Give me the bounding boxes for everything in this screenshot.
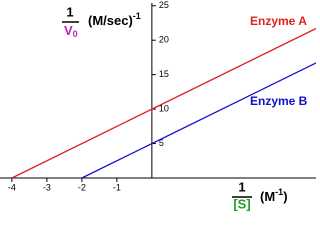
y-tick-label: 15 — [159, 69, 169, 79]
y-label-denominator: V0 — [64, 23, 78, 39]
x-label-unit: (M-1) — [260, 187, 288, 204]
y-tick-label: 25 — [159, 0, 169, 10]
y-tick-label: 20 — [159, 35, 169, 45]
unit: (M — [260, 189, 275, 204]
series-line — [11, 27, 316, 179]
y-label-unit: (M/sec)-1 — [88, 11, 141, 28]
chart: 1 V0 (M/sec)-1 1 [S] (M-1) -4 -3 -2 -151015… — [0, 0, 316, 211]
x-tick-label: -2 — [78, 182, 86, 192]
unit-sup: -1 — [275, 187, 283, 197]
y-label-numerator: 1 — [66, 4, 73, 19]
unit-end: ) — [283, 189, 287, 204]
unit-sup: -1 — [133, 11, 141, 21]
y-tick-label: 5 — [159, 138, 164, 148]
page: {"chart_data": {"type": "line", "y_label… — [0, 0, 316, 211]
x-label-denominator: [S] — [233, 196, 250, 211]
y-axis-label: 1 V0 (M/sec)-1 — [62, 4, 141, 39]
x-tick-label: -1 — [113, 182, 121, 192]
y-tick-label: 10 — [159, 103, 169, 113]
series-line — [81, 62, 316, 179]
x-axis-label: 1 [S] (M-1) — [232, 179, 288, 211]
x-label-numerator: 1 — [238, 179, 245, 194]
series-label: Enzyme B — [250, 94, 308, 108]
x-tick-label: -3 — [43, 182, 51, 192]
x-tick-label: -4 — [8, 182, 16, 192]
v: V — [64, 23, 73, 38]
series-label: Enzyme A — [250, 14, 307, 28]
unit: (M/sec) — [88, 13, 133, 28]
v-sub: 0 — [73, 29, 78, 39]
